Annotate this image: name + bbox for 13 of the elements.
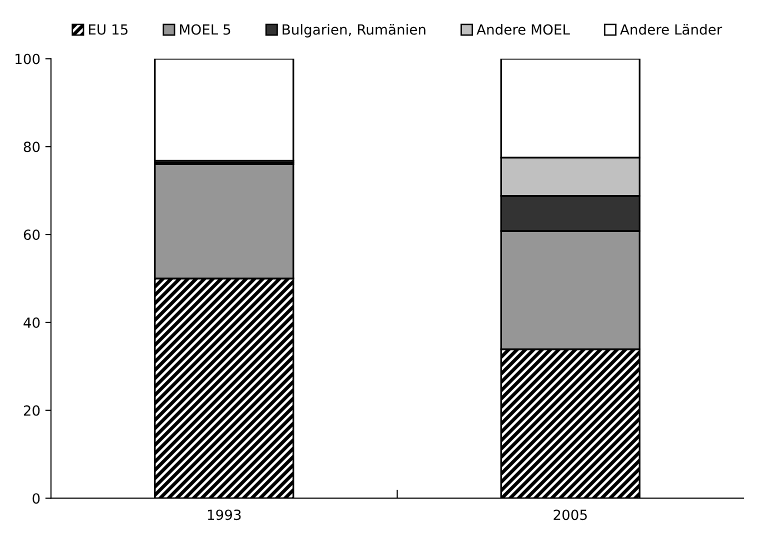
- y-tick-label: 0: [32, 493, 40, 504]
- y-tick-label: 40: [24, 317, 40, 328]
- legend-label: MOEL 5: [180, 24, 230, 35]
- legend-label: Andere Länder: [620, 24, 722, 35]
- y-tick-label: 60: [24, 230, 40, 240]
- legend-label: EU 15: [89, 24, 128, 35]
- x-tick-label: 2005: [554, 510, 587, 520]
- legend-label: Bulgarien, Rumänien: [282, 24, 426, 38]
- x-tick-label: 1993: [208, 510, 241, 520]
- y-tick-label: 20: [24, 405, 40, 416]
- legend-label: Andere MOEL: [476, 24, 570, 35]
- y-tick-label: 80: [24, 142, 40, 152]
- y-tick-label: 100: [16, 54, 40, 64]
